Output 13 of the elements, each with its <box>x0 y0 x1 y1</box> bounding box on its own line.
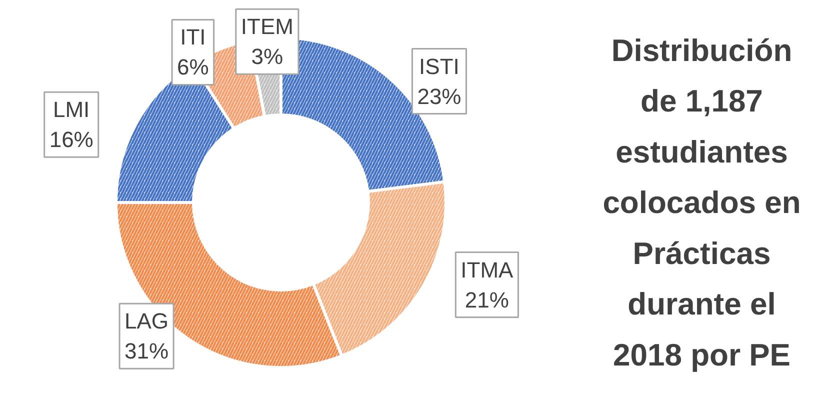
slice-label: LMI <box>53 97 90 122</box>
slice-label: ITI <box>180 24 206 50</box>
data-label: 23% <box>417 84 462 109</box>
slice-label: LAG <box>124 308 169 334</box>
slice-label: ITMA <box>460 257 514 282</box>
data-label: 3% <box>251 44 284 70</box>
data-label: 6% <box>177 54 209 80</box>
slice-label: ISTI <box>419 54 460 79</box>
data-label: 31% <box>124 338 169 364</box>
data-label: 16% <box>49 127 94 152</box>
slice-label: ITEM <box>240 14 294 40</box>
text: Distribución de 1,187 estudiantes colocados en Prácticas durante el 2018 por PE <box>602 32 801 372</box>
data-label: 21% <box>464 287 509 312</box>
